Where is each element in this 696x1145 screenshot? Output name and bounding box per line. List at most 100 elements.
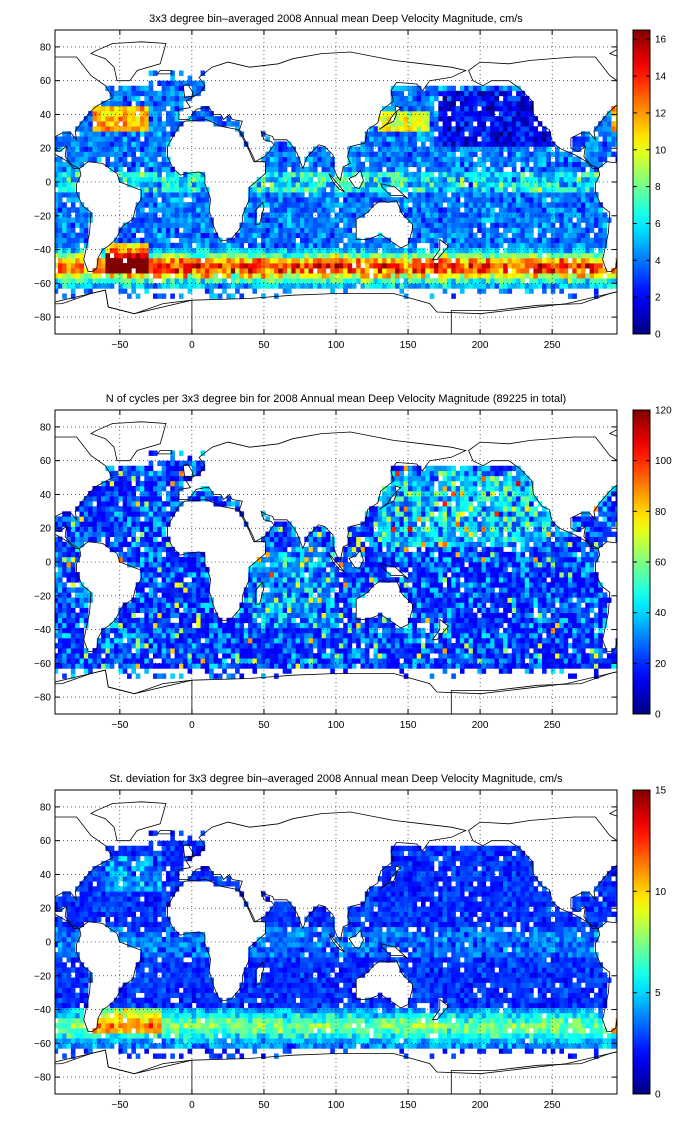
heatmap-cell <box>309 248 314 253</box>
heatmap-cell <box>469 116 474 121</box>
heatmap-cell <box>75 643 80 648</box>
heatmap-cell <box>80 603 85 608</box>
heatmap-cell <box>300 172 305 177</box>
heatmap-cell <box>196 278 201 283</box>
heatmap-cell <box>265 283 270 288</box>
heatmap-cell <box>525 197 530 202</box>
heatmap-cell <box>339 253 344 258</box>
heatmap-cell <box>361 192 366 197</box>
heatmap-cell <box>149 501 154 506</box>
heatmap-cell <box>71 597 76 602</box>
heatmap-cell <box>486 111 491 116</box>
heatmap-cell <box>451 202 456 207</box>
heatmap-cell <box>71 187 76 192</box>
heatmap-cell <box>131 547 136 552</box>
heatmap-cell <box>490 273 495 278</box>
heatmap-cell <box>317 263 322 268</box>
heatmap-cell <box>287 192 292 197</box>
heatmap-cell <box>408 273 413 278</box>
heatmap-cell <box>153 147 158 152</box>
heatmap-cell <box>166 511 171 516</box>
heatmap-cell <box>205 233 210 238</box>
heatmap-cell <box>131 131 136 136</box>
heatmap-cell <box>369 131 374 136</box>
heatmap-cell <box>335 278 340 283</box>
heatmap-cell <box>114 547 119 552</box>
heatmap-cell <box>386 283 391 288</box>
heatmap-cell <box>205 243 210 248</box>
heatmap-cell <box>67 628 72 633</box>
heatmap-cell <box>516 106 521 111</box>
heatmap-cell <box>188 233 193 238</box>
heatmap-cell <box>278 233 283 238</box>
heatmap-cell <box>417 258 422 263</box>
heatmap-cell <box>166 653 171 658</box>
heatmap-cell <box>105 491 110 496</box>
colorbar-tick-label: 2 <box>655 293 661 304</box>
heatmap-cell <box>300 217 305 222</box>
heatmap-cell <box>464 101 469 106</box>
heatmap-cell <box>417 126 422 131</box>
heatmap-cell <box>555 207 560 212</box>
heatmap-cell <box>144 481 149 486</box>
heatmap-cell <box>486 258 491 263</box>
heatmap-cell <box>469 141 474 146</box>
heatmap-cell <box>434 121 439 126</box>
heatmap-cell <box>188 663 193 668</box>
heatmap-cell <box>92 157 97 162</box>
heatmap-cell <box>62 253 67 258</box>
heatmap-cell <box>594 141 599 146</box>
heatmap-cell <box>166 202 171 207</box>
heatmap-cell <box>222 288 227 293</box>
heatmap-cell <box>144 182 149 187</box>
heatmap-cell <box>434 141 439 146</box>
heatmap-cell <box>105 152 110 157</box>
heatmap-cell <box>110 243 115 248</box>
colorbar-tick-label: 0 <box>655 330 661 341</box>
heatmap-cell <box>58 182 63 187</box>
heatmap-cell <box>473 192 478 197</box>
heatmap-cell <box>473 116 478 121</box>
heatmap-cell <box>201 597 206 602</box>
heatmap-cell <box>84 147 89 152</box>
heatmap-cell <box>162 476 167 481</box>
heatmap-cell <box>507 106 512 111</box>
heatmap-cell <box>477 147 482 152</box>
heatmap-cell <box>170 506 175 511</box>
heatmap-cell <box>322 197 327 202</box>
heatmap-cell <box>209 653 214 658</box>
heatmap-cell <box>205 668 210 673</box>
heatmap-cell <box>520 167 525 172</box>
heatmap-cell <box>603 283 608 288</box>
heatmap-cell <box>252 238 257 243</box>
heatmap-cell <box>157 506 162 511</box>
heatmap-cell <box>170 116 175 121</box>
heatmap-cell <box>317 152 322 157</box>
heatmap-cell <box>157 521 162 526</box>
heatmap-cell <box>118 273 123 278</box>
heatmap-cell <box>175 597 180 602</box>
heatmap-cell <box>603 126 608 131</box>
heatmap-cell <box>214 253 219 258</box>
heatmap-cell <box>201 243 206 248</box>
heatmap-cell <box>144 496 149 501</box>
heatmap-cell <box>512 207 517 212</box>
heatmap-cell <box>585 238 590 243</box>
heatmap-cell <box>447 233 452 238</box>
heatmap-cell <box>149 192 154 197</box>
heatmap-cell <box>231 643 236 648</box>
heatmap-cell <box>196 248 201 253</box>
heatmap-cell <box>425 212 430 217</box>
heatmap-cell <box>270 197 275 202</box>
heatmap-cell <box>486 96 491 101</box>
heatmap-cell <box>170 217 175 222</box>
heatmap-cell <box>153 152 158 157</box>
heatmap-cell <box>322 152 327 157</box>
heatmap-cell <box>80 638 85 643</box>
heatmap-cell <box>157 131 162 136</box>
heatmap-cell <box>140 582 145 587</box>
heatmap-cell <box>92 126 97 131</box>
heatmap-cell <box>196 207 201 212</box>
heatmap-cell <box>330 243 335 248</box>
heatmap-cell <box>71 228 76 233</box>
